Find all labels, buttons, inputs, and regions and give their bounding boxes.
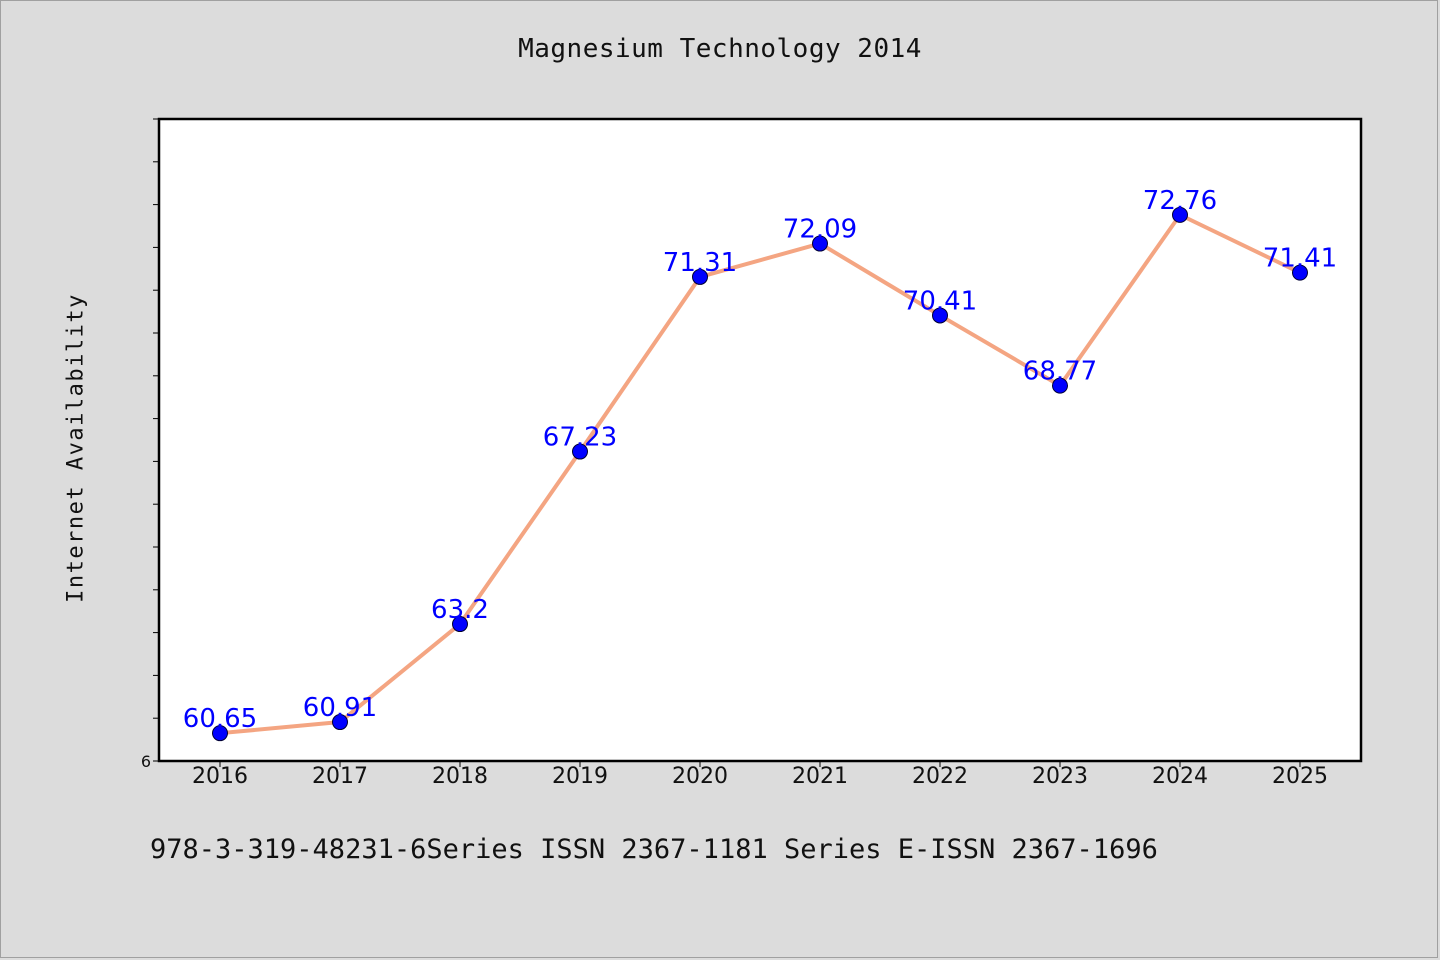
data-label: 68.77 — [1023, 357, 1097, 387]
data-point — [1172, 206, 1188, 223]
data-label: 60.65 — [183, 704, 257, 734]
y-tick-label: 6 — [141, 752, 151, 771]
data-label: 63.2 — [431, 595, 489, 625]
x-tick-label: 2022 — [912, 764, 968, 789]
data-point — [932, 307, 948, 324]
x-tick-label: 2020 — [672, 764, 728, 789]
data-point — [812, 235, 828, 252]
data-point — [692, 268, 708, 285]
data-label: 71.41 — [1263, 244, 1337, 274]
data-label: 72.09 — [783, 215, 857, 245]
x-tick-label: 2019 — [552, 764, 608, 789]
chart-title: Magnesium Technology 2014 — [518, 34, 922, 64]
data-point — [332, 714, 348, 731]
data-label: 71.31 — [663, 248, 737, 278]
x-tick-label: 2017 — [312, 764, 368, 789]
x-tick-label: 2024 — [1152, 764, 1208, 789]
data-label: 67.23 — [543, 423, 617, 453]
data-label: 60.91 — [303, 693, 377, 723]
plot-area — [157, 117, 1363, 763]
series-line — [218, 212, 1302, 736]
footer-text: 978-3-319-48231-6Series ISSN 2367-1181 S… — [150, 834, 1158, 865]
data-point — [212, 725, 228, 742]
x-tick-label: 2018 — [432, 764, 488, 789]
x-tick-label: 2023 — [1032, 764, 1088, 789]
x-tick-label: 2021 — [792, 764, 848, 789]
data-label: 72.76 — [1143, 186, 1217, 216]
data-label: 70.41 — [903, 286, 977, 316]
data-point — [452, 616, 468, 633]
x-tick-label: 2016 — [192, 764, 248, 789]
data-point — [1292, 264, 1308, 281]
data-point — [572, 443, 588, 460]
data-point — [1052, 377, 1068, 394]
x-tick-label: 2025 — [1272, 764, 1328, 789]
